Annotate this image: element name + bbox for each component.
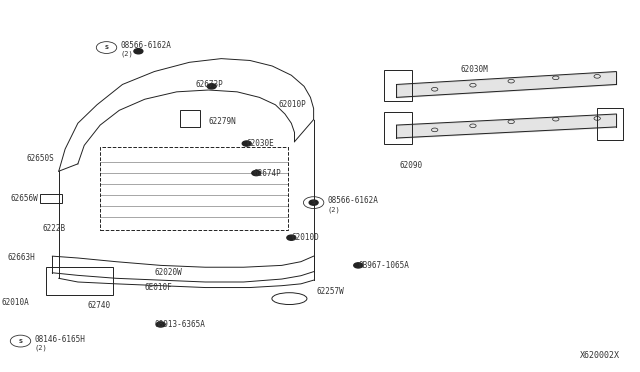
Text: 08566-6162A: 08566-6162A xyxy=(328,196,378,205)
Circle shape xyxy=(309,200,318,205)
Text: 6E010F: 6E010F xyxy=(145,283,173,292)
Text: 62020W: 62020W xyxy=(154,268,182,277)
Text: X620002X: X620002X xyxy=(579,350,620,359)
Text: 62257W: 62257W xyxy=(317,287,344,296)
Bar xyxy=(180,110,200,127)
Bar xyxy=(384,70,412,101)
Text: (2): (2) xyxy=(328,206,340,212)
Circle shape xyxy=(207,84,216,89)
Text: S: S xyxy=(312,200,316,205)
Text: 08566-6162A: 08566-6162A xyxy=(120,41,172,50)
Text: S: S xyxy=(104,45,109,50)
Text: 62279N: 62279N xyxy=(209,117,236,126)
Circle shape xyxy=(287,235,296,240)
Text: 08913-6365A: 08913-6365A xyxy=(154,320,205,329)
Text: (2): (2) xyxy=(120,51,133,57)
Text: 62030M: 62030M xyxy=(460,65,488,74)
Text: 62663H: 62663H xyxy=(8,253,35,263)
Text: 62090: 62090 xyxy=(399,161,423,170)
Bar xyxy=(46,267,113,295)
Text: 62010D: 62010D xyxy=(291,233,319,242)
Text: 62030E: 62030E xyxy=(246,139,275,148)
Text: S: S xyxy=(19,339,22,344)
Text: 62673P: 62673P xyxy=(196,80,223,89)
Text: 0B967-1065A: 0B967-1065A xyxy=(358,261,409,270)
Text: 62674P: 62674P xyxy=(253,169,281,177)
Text: 6222B: 6222B xyxy=(43,224,66,233)
Text: (2): (2) xyxy=(35,344,47,351)
Text: 62740: 62740 xyxy=(88,301,111,311)
Text: 62650S: 62650S xyxy=(27,154,54,163)
Text: 62656W: 62656W xyxy=(11,195,38,203)
Text: 62010P: 62010P xyxy=(278,100,307,109)
Bar xyxy=(384,112,412,144)
Text: 08146-6165H: 08146-6165H xyxy=(35,335,85,344)
Circle shape xyxy=(354,263,363,268)
Text: 62010A: 62010A xyxy=(1,298,29,307)
Circle shape xyxy=(243,141,251,146)
Bar xyxy=(100,147,288,230)
Bar xyxy=(597,109,623,140)
Bar xyxy=(40,195,62,203)
Circle shape xyxy=(134,49,143,54)
Circle shape xyxy=(156,322,165,327)
Circle shape xyxy=(252,170,260,176)
